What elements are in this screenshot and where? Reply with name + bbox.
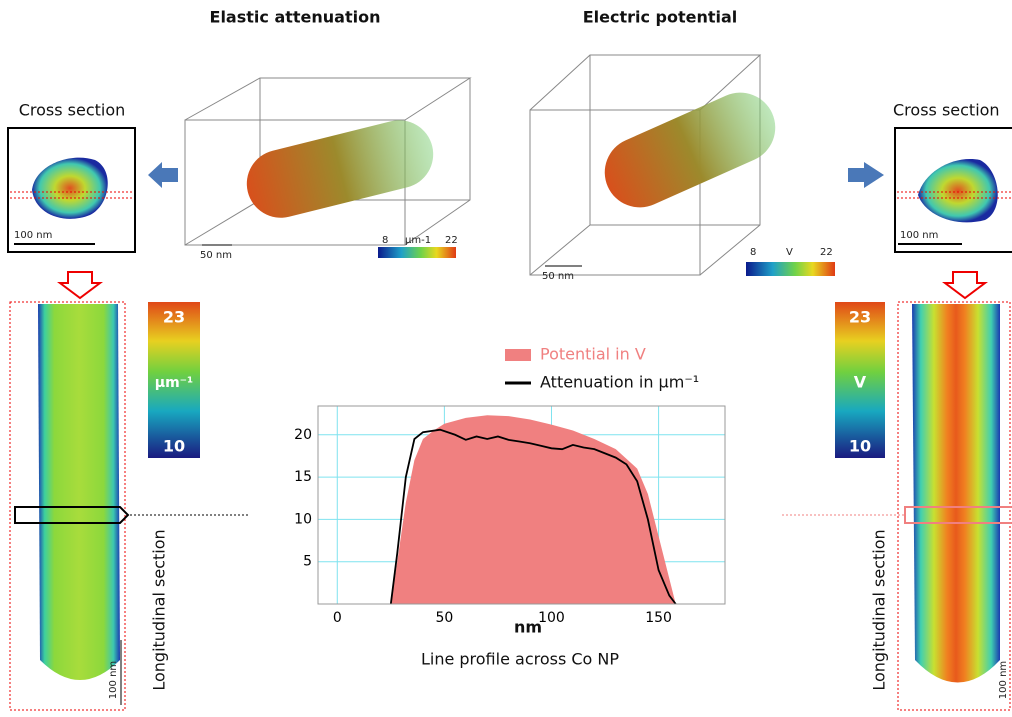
colorbar-label: 22 [820,247,833,258]
legend-label: Attenuation in µm⁻¹ [540,373,699,392]
chart: 0 50 100 150 5 10 15 20 Potential in V Attenuatio… [294,345,726,626]
colorbar-label: 10 [163,437,185,456]
scale-label: 50 nm [200,250,232,261]
colorbar-label: V [854,373,867,392]
colorbar-label: 23 [163,308,185,327]
x-tick-label: 100 [538,610,565,626]
y-tick-label: 20 [294,427,312,443]
colorbar-label: 10 [849,437,871,456]
colorbar-label: µm-1 [405,235,431,246]
colorbar-label: 8 [382,235,388,246]
caption: Line profile across Co NP [421,650,619,669]
scale-label: 50 nm [542,271,574,282]
colorbar-label: V [786,247,793,258]
label: Cross section [19,101,126,120]
arrow [848,162,884,188]
x-tick-label: 0 [333,610,342,626]
volume-image [246,120,434,218]
volume-image [604,92,776,208]
cross-image [918,159,998,223]
colorbar-label: 23 [849,308,871,327]
y-tick-label: 10 [294,511,312,527]
arrow [942,271,988,300]
label: Cross section [893,101,1000,120]
frame [9,301,126,711]
y-tick-label: 15 [294,469,312,485]
label: Longitudinal section [870,529,889,690]
arrow [148,162,178,188]
colorbar [148,302,200,458]
arrow [57,271,103,300]
marker [14,506,130,524]
scale-label: 100 nm [998,661,1009,699]
colorbar-label: 8 [750,247,756,258]
scale-label: 100 nm [14,230,52,241]
label: Longitudinal section [150,529,169,690]
panel-title: Elastic attenuation [210,8,381,27]
legend-label: Potential in V [540,345,646,364]
panel-title: Electric potential [583,8,738,27]
scale-label: 100 nm [108,661,119,699]
cross-image [32,157,108,219]
colorbar [835,302,885,458]
colorbar [378,247,456,258]
plot-frame [317,405,726,605]
colorbar [746,262,835,276]
box [184,77,472,246]
x-tick-label: 50 [435,610,453,626]
colorbar-label: 22 [445,235,458,246]
x-axis-label: nm [514,618,542,637]
marker [904,506,1012,524]
box [529,54,762,276]
section-image [912,304,1000,683]
x-tick-label: 150 [645,610,672,626]
area [390,415,676,604]
layout: Elastic attenuation Electric potential C… [7,8,1012,711]
section-image [38,304,120,680]
y-tick-label: 5 [303,554,312,570]
legend-swatch [505,349,531,361]
line [389,428,677,605]
scale-label: 100 nm [900,230,938,241]
colorbar-label: µm⁻¹ [155,375,193,391]
